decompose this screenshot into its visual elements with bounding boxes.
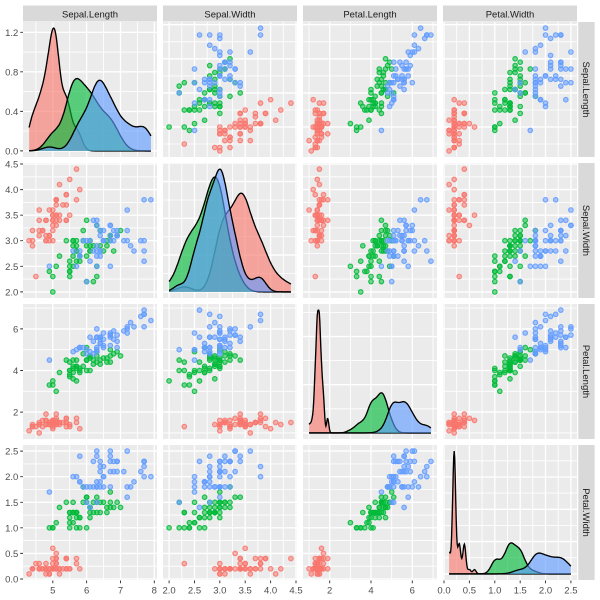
- svg-text:8: 8: [152, 586, 157, 597]
- svg-text:4: 4: [368, 586, 373, 597]
- svg-text:0.8: 0.8: [5, 67, 18, 78]
- svg-text:Petal.Length: Petal.Length: [580, 345, 591, 398]
- svg-text:Sepal.Length: Sepal.Length: [580, 62, 591, 118]
- svg-text:3.0: 3.0: [5, 236, 18, 247]
- svg-text:1.0: 1.0: [5, 523, 18, 534]
- svg-text:2.0: 2.0: [5, 287, 18, 298]
- svg-text:2: 2: [327, 586, 332, 597]
- svg-text:7: 7: [118, 586, 123, 597]
- svg-text:4: 4: [13, 366, 18, 377]
- svg-text:1.0: 1.0: [488, 586, 501, 597]
- svg-text:4.5: 4.5: [289, 586, 302, 597]
- svg-text:0.0: 0.0: [5, 146, 18, 157]
- svg-text:Petal.Width: Petal.Width: [486, 10, 535, 21]
- svg-text:2: 2: [13, 408, 18, 419]
- svg-text:Petal.Width: Petal.Width: [580, 488, 591, 537]
- svg-text:2.0: 2.0: [162, 586, 175, 597]
- svg-text:2.0: 2.0: [539, 586, 552, 597]
- svg-text:4.0: 4.0: [264, 586, 277, 597]
- svg-text:Sepal.Length: Sepal.Length: [62, 10, 118, 21]
- svg-text:0.0: 0.0: [437, 586, 450, 597]
- svg-text:2.5: 2.5: [5, 447, 18, 458]
- svg-text:3.5: 3.5: [5, 211, 18, 222]
- svg-text:4.5: 4.5: [5, 160, 18, 171]
- svg-text:2.5: 2.5: [188, 586, 201, 597]
- svg-text:4.0: 4.0: [5, 185, 18, 196]
- svg-text:1.5: 1.5: [5, 498, 18, 509]
- svg-text:0.5: 0.5: [5, 549, 18, 560]
- svg-text:1.5: 1.5: [514, 586, 527, 597]
- svg-text:0.0: 0.0: [5, 575, 18, 586]
- svg-text:3.0: 3.0: [213, 586, 226, 597]
- svg-text:Sepal.Width: Sepal.Width: [204, 10, 255, 21]
- svg-text:Sepal.Width: Sepal.Width: [580, 205, 591, 256]
- svg-text:6: 6: [84, 586, 89, 597]
- svg-text:2.0: 2.0: [5, 472, 18, 483]
- svg-text:2.5: 2.5: [564, 586, 577, 597]
- svg-text:0.4: 0.4: [5, 107, 18, 118]
- svg-text:6: 6: [13, 324, 18, 335]
- svg-text:1.2: 1.2: [5, 28, 18, 39]
- svg-text:5: 5: [50, 586, 55, 597]
- svg-text:2.5: 2.5: [5, 262, 18, 273]
- svg-text:Petal.Length: Petal.Length: [343, 10, 396, 21]
- svg-text:3.5: 3.5: [239, 586, 252, 597]
- svg-text:6: 6: [410, 586, 415, 597]
- svg-text:0.5: 0.5: [463, 586, 476, 597]
